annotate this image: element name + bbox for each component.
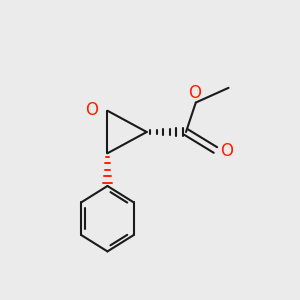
Text: O: O	[220, 142, 233, 160]
Text: O: O	[188, 84, 201, 102]
Text: O: O	[85, 101, 98, 119]
